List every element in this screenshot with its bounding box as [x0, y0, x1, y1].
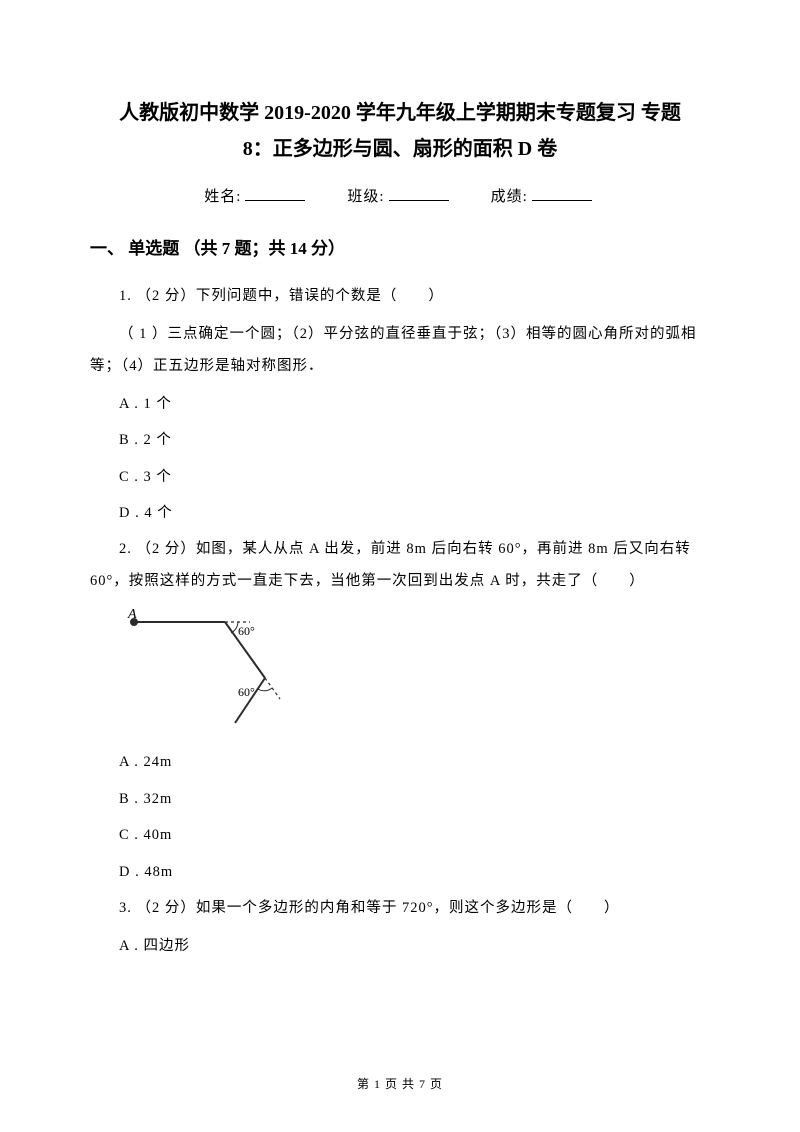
- class-blank[interactable]: [389, 187, 449, 201]
- q3-stem: 3. （2 分）如果一个多边形的内角和等于 720°，则这个多边形是（ ）: [90, 893, 710, 925]
- q2-option-b: B . 32m: [90, 784, 710, 814]
- section-header: 一、 单选题 （共 7 题；共 14 分）: [90, 234, 710, 259]
- q3-option-a: A . 四边形: [90, 931, 710, 961]
- name-label: 姓名:: [204, 189, 241, 205]
- score-blank[interactable]: [532, 187, 592, 201]
- score-label: 成绩:: [491, 189, 528, 205]
- title-line-2: 8：正多边形与圆、扇形的面积 D 卷: [90, 131, 710, 167]
- q1-option-a: A . 1 个: [90, 389, 710, 419]
- class-label: 班级:: [347, 189, 384, 205]
- q2-option-a: A . 24m: [90, 747, 710, 777]
- point-a-label: A: [127, 608, 137, 622]
- page-footer: 第 1 页 共 7 页: [0, 1075, 800, 1092]
- path-diagram: A 60° 60°: [120, 608, 310, 728]
- dash-2: [265, 678, 280, 699]
- q1-option-d: D . 4 个: [90, 498, 710, 528]
- page: 人教版初中数学 2019-2020 学年九年级上学期期末专题复习 专题 8：正多…: [0, 0, 800, 1132]
- angle-arc-2: [258, 688, 272, 691]
- q2-option-c: C . 40m: [90, 820, 710, 850]
- q1-body: （ 1 ）三点确定一个圆；（2）平分弦的直径垂直于弦；（3）相等的圆心角所对的弧…: [90, 319, 710, 383]
- title-line-1: 人教版初中数学 2019-2020 学年九年级上学期期末专题复习 专题: [90, 95, 710, 131]
- name-blank[interactable]: [245, 187, 305, 201]
- q2-stem: 2. （2 分）如图，某人从点 A 出发，前进 8m 后向右转 60°，再前进 …: [90, 534, 710, 598]
- q1-option-c: C . 3 个: [90, 462, 710, 492]
- q1-option-b: B . 2 个: [90, 425, 710, 455]
- document-title: 人教版初中数学 2019-2020 学年九年级上学期期末专题复习 专题 8：正多…: [90, 95, 710, 167]
- q2-figure: A 60° 60°: [120, 608, 710, 733]
- q1-stem: 1. （2 分）下列问题中，错误的个数是（ ）: [90, 281, 710, 313]
- q2-option-d: D . 48m: [90, 857, 710, 887]
- angle-label-1: 60°: [238, 624, 255, 638]
- student-info-line: 姓名: 班级: 成绩:: [90, 185, 710, 206]
